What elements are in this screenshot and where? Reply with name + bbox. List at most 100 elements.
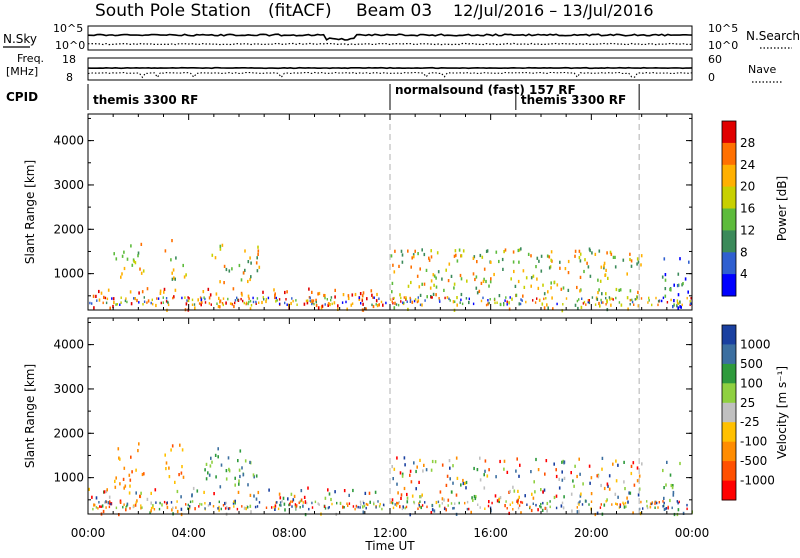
heatmap-cell <box>105 506 107 509</box>
heatmap-cell <box>109 306 111 310</box>
heatmap-cell <box>420 505 422 510</box>
heatmap-cell <box>509 296 511 299</box>
heatmap-cell <box>309 296 311 299</box>
heatmap-cell <box>290 301 292 306</box>
heatmap-cell <box>636 257 639 261</box>
heatmap-cell <box>102 509 105 514</box>
heatmap-cell <box>245 507 247 511</box>
heatmap-cell <box>682 282 684 286</box>
heatmap-cell <box>379 502 381 506</box>
heatmap-cell <box>498 499 500 504</box>
heatmap-cell <box>419 267 421 271</box>
heatmap-cell <box>615 502 617 505</box>
heatmap-cell <box>293 494 296 498</box>
heatmap-cell <box>482 296 484 300</box>
heatmap-cell <box>504 299 506 302</box>
heatmap-cell <box>596 474 598 478</box>
heatmap-cell <box>152 504 154 508</box>
heatmap-cell <box>488 468 490 472</box>
heatmap-cell <box>418 480 420 484</box>
heatmap-cell <box>247 302 249 306</box>
heatmap-cell <box>460 298 462 302</box>
heatmap-cell <box>194 306 196 310</box>
heatmap-cell <box>378 505 381 508</box>
heatmap-cell <box>648 299 650 302</box>
heatmap-cell <box>156 297 158 300</box>
heatmap-cell <box>236 298 239 302</box>
heatmap-cell <box>561 501 564 505</box>
heatmap-cell <box>600 298 602 302</box>
heatmap-cell <box>503 459 506 463</box>
heatmap-cell <box>172 268 175 272</box>
heatmap-cell <box>556 283 559 287</box>
heatmap-cell <box>495 250 498 254</box>
heatmap-cell <box>560 504 563 508</box>
heatmap-cell <box>200 297 203 300</box>
heatmap-cell <box>405 505 408 509</box>
colorbar-swatch <box>722 252 736 275</box>
heatmap-cell <box>610 303 612 307</box>
heatmap-cell <box>375 299 378 303</box>
heatmap-cell <box>162 296 164 299</box>
x-tick-label: 20:00 <box>574 526 609 540</box>
heatmap-cell <box>224 501 226 506</box>
heatmap-cell <box>411 494 414 498</box>
heatmap-cell <box>679 461 681 466</box>
heatmap-cell <box>374 490 377 494</box>
heatmap-cell <box>445 268 447 272</box>
heatmap-cell <box>364 491 367 495</box>
heatmap-cell <box>249 256 251 260</box>
heatmap-cell <box>540 506 542 509</box>
heatmap-cell <box>140 507 142 510</box>
heatmap-cell <box>360 503 362 506</box>
heatmap-cell <box>406 492 408 497</box>
heatmap-cell <box>579 259 582 263</box>
heatmap-cell <box>636 479 639 483</box>
heatmap-cell <box>623 460 625 464</box>
heatmap-cell <box>220 507 222 511</box>
heatmap-cell <box>689 300 691 303</box>
heatmap-cell <box>126 257 129 261</box>
heatmap-cell <box>472 272 475 276</box>
heatmap-cell <box>205 477 208 481</box>
heatmap-cell <box>221 243 224 247</box>
heatmap-cell <box>626 272 628 276</box>
heatmap-cell <box>578 298 580 301</box>
heatmap-cell <box>208 473 211 477</box>
heatmap-cell <box>516 457 518 461</box>
heatmap-cell <box>191 303 194 306</box>
heatmap-cell <box>291 297 293 300</box>
heatmap-cell <box>255 302 257 305</box>
heatmap-cell <box>637 304 640 308</box>
colorbar-swatch <box>722 121 736 144</box>
heatmap-cell <box>258 501 261 504</box>
heatmap-cell <box>281 500 283 503</box>
heatmap-cell <box>175 506 177 509</box>
heatmap-cell <box>143 296 145 299</box>
heatmap-cell <box>254 505 257 509</box>
heatmap-cell <box>302 501 304 504</box>
heatmap-cell <box>214 256 217 260</box>
heatmap-cell <box>635 297 638 301</box>
heatmap-cell <box>419 505 421 508</box>
heatmap-cell <box>172 506 174 510</box>
nave-label: Nave <box>748 63 776 76</box>
heatmap-cell <box>579 500 581 503</box>
heatmap-cell <box>452 300 455 304</box>
heatmap-cell <box>576 299 579 303</box>
heatmap-cell <box>607 276 609 280</box>
heatmap-cell <box>397 491 399 495</box>
heatmap-cell <box>549 505 551 509</box>
heatmap-cell <box>222 504 225 507</box>
heatmap-cell <box>559 260 561 264</box>
heatmap-cell <box>348 502 351 505</box>
heatmap-cell <box>605 500 607 503</box>
heatmap-cell <box>98 298 101 302</box>
heatmap-cell <box>431 459 434 464</box>
heatmap-cell <box>318 291 321 296</box>
heatmap-cell <box>350 303 353 307</box>
heatmap-cell <box>670 288 672 292</box>
heatmap-cell <box>191 298 194 302</box>
heatmap-cell <box>373 502 375 506</box>
heatmap-cell <box>201 503 203 506</box>
